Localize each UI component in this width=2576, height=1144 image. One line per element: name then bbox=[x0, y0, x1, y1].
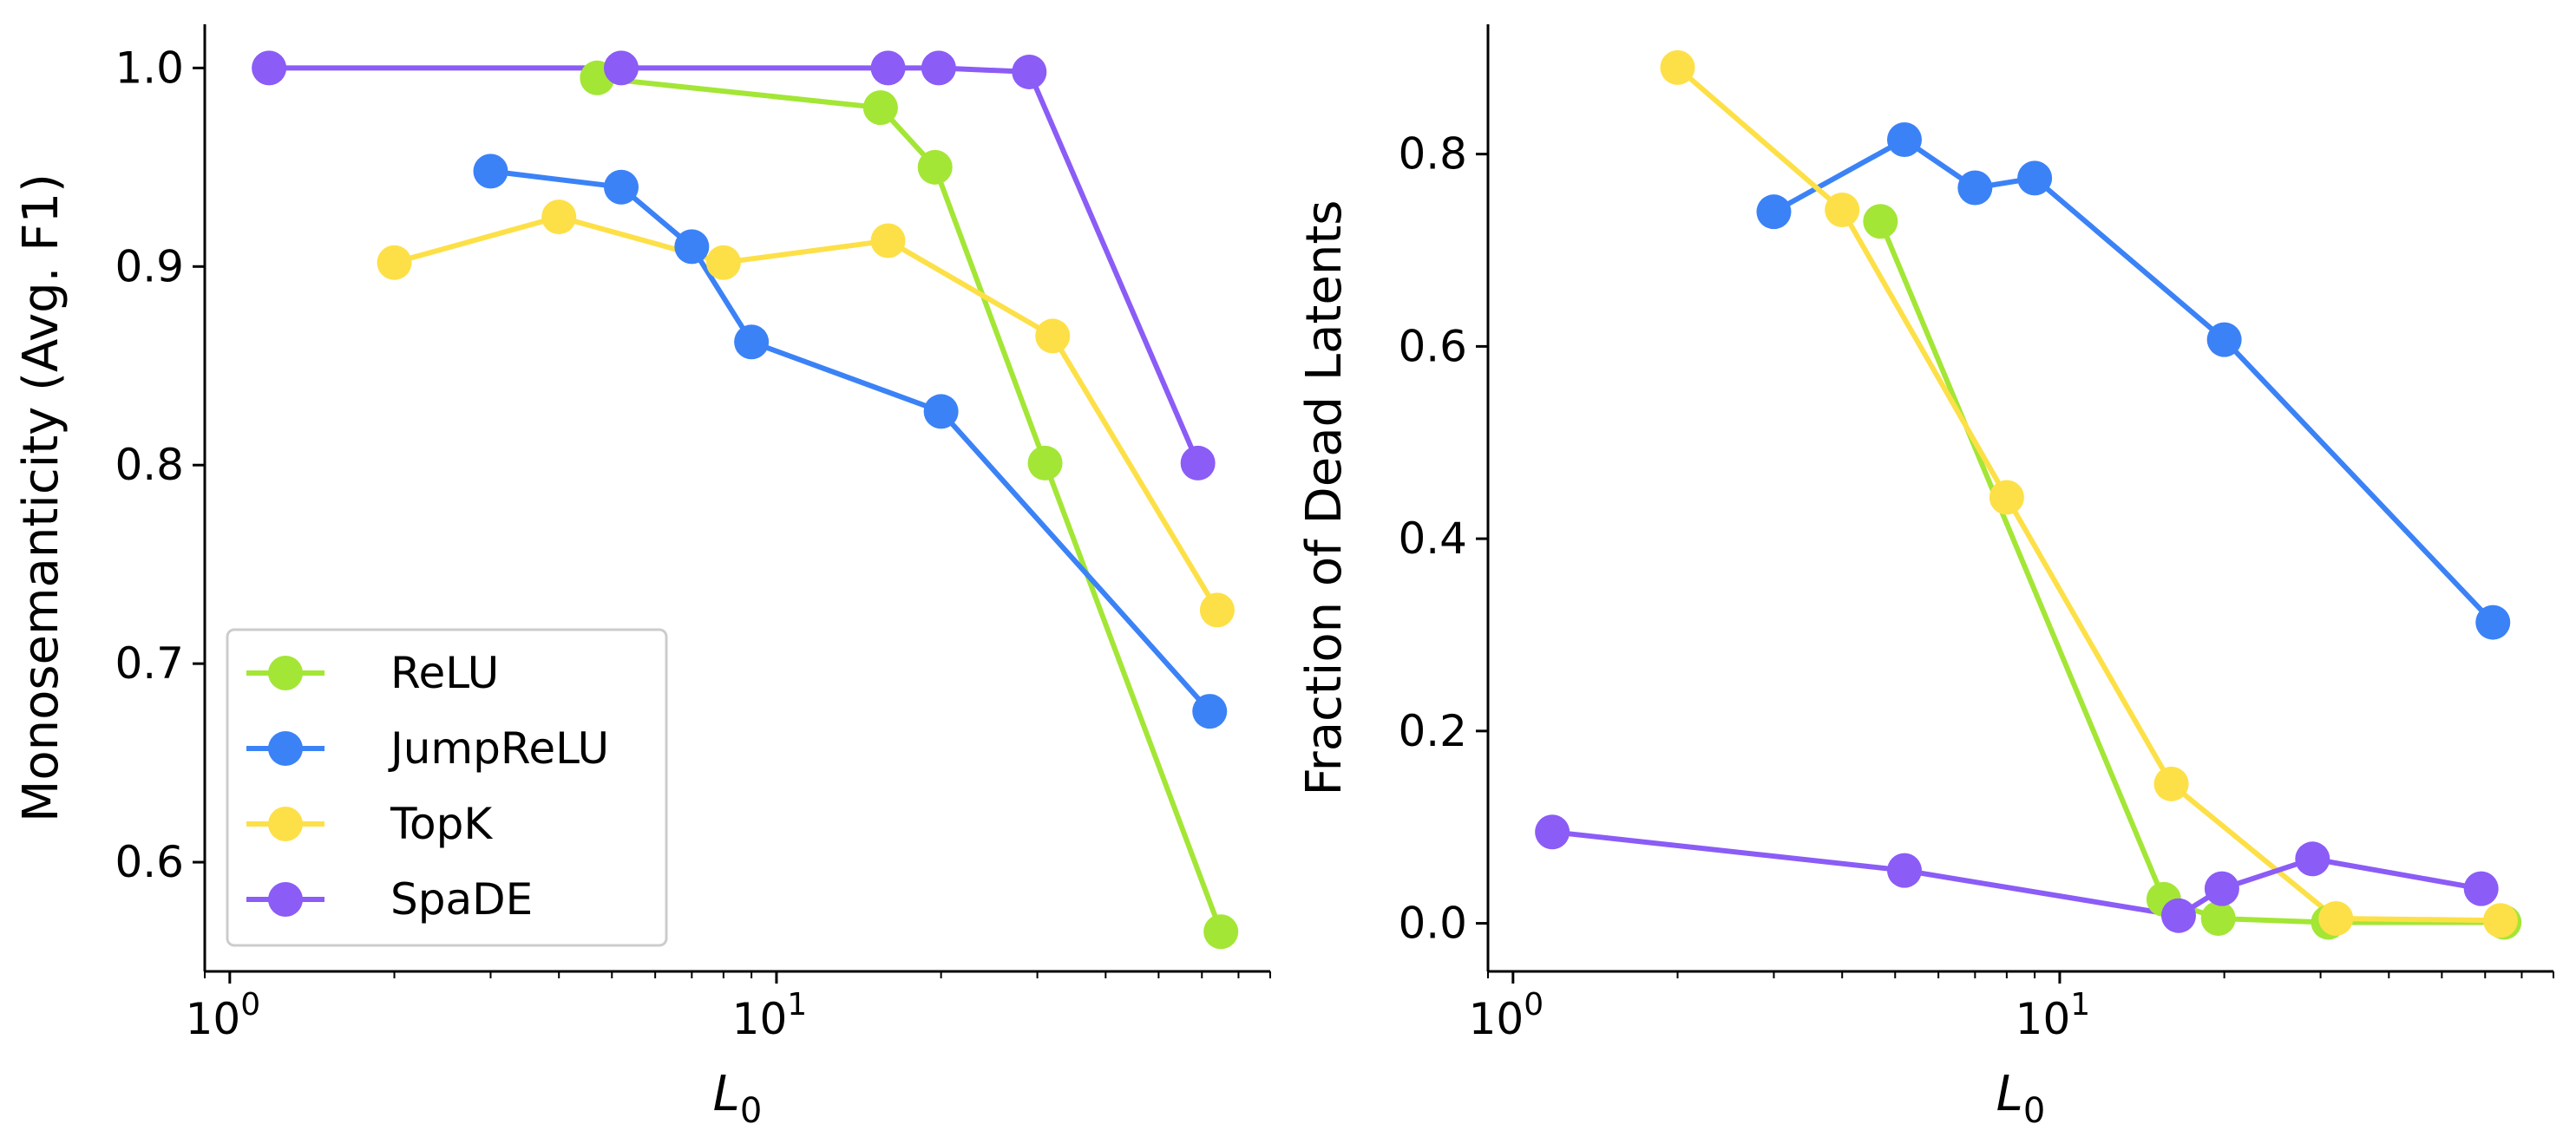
x-tick-label: 100 bbox=[186, 987, 261, 1044]
data-point-relu bbox=[862, 90, 898, 126]
legend-marker-jumprelu bbox=[268, 731, 303, 766]
data-point-spade bbox=[1886, 853, 1922, 888]
series-line-topk bbox=[393, 214, 1220, 611]
data-point-relu bbox=[1203, 914, 1239, 950]
legend-label-relu: ReLU bbox=[390, 648, 499, 698]
y-axis-label: Monosemanticity (Avg. F1) bbox=[13, 173, 69, 822]
data-point-relu bbox=[917, 149, 953, 185]
y-tick-label: 0.0 bbox=[1398, 899, 1467, 949]
legend-label-topk: TopK bbox=[390, 799, 493, 849]
legend-label-spade: SpaDE bbox=[390, 874, 533, 925]
data-point-jumprelu bbox=[1886, 122, 1922, 158]
legend: ReLU JumpReLU TopK SpaDE bbox=[226, 628, 668, 947]
data-point-topk bbox=[1199, 592, 1235, 628]
data-point-jumprelu bbox=[923, 394, 959, 429]
y-tick-label: 0.9 bbox=[115, 241, 184, 291]
data-point-jumprelu bbox=[473, 154, 508, 189]
y-tick-label: 0.6 bbox=[1398, 321, 1467, 371]
x-tick-label: 101 bbox=[732, 987, 808, 1044]
legend-label-jumprelu: JumpReLU bbox=[388, 723, 609, 774]
data-point-spade bbox=[870, 50, 906, 86]
data-point-spade bbox=[1535, 814, 1570, 850]
data-point-jumprelu bbox=[603, 169, 639, 205]
legend-box bbox=[226, 628, 668, 947]
data-point-spade bbox=[2463, 871, 2499, 906]
x-axis-label: L0 bbox=[713, 1066, 763, 1131]
data-point-spade bbox=[2295, 841, 2330, 877]
data-point-spade bbox=[1180, 445, 1216, 480]
legend-marker-topk bbox=[268, 807, 303, 841]
x-tick-label: 101 bbox=[2016, 987, 2091, 1044]
data-point-topk bbox=[2153, 766, 2189, 801]
data-point-spade bbox=[1012, 54, 1047, 89]
series-line-jumprelu bbox=[1773, 137, 2495, 624]
data-point-spade bbox=[2160, 898, 2196, 933]
y-tick-label: 0.2 bbox=[1398, 706, 1467, 756]
y-axis-label: Fraction of Dead Latents bbox=[1296, 200, 1353, 796]
data-point-topk bbox=[541, 199, 577, 235]
data-point-topk bbox=[1035, 318, 1071, 354]
data-point-topk bbox=[705, 245, 741, 280]
data-point-spade bbox=[252, 50, 287, 86]
legend-marker-spade bbox=[268, 882, 303, 917]
series-line-relu bbox=[596, 75, 1224, 933]
y-tick-label: 0.8 bbox=[1398, 129, 1467, 180]
y-tick-label: 0.4 bbox=[1398, 513, 1467, 564]
series-line-relu bbox=[1878, 220, 2505, 925]
y-tick-label: 1.0 bbox=[115, 42, 184, 93]
data-point-relu bbox=[1863, 204, 1898, 239]
data-point-jumprelu bbox=[1756, 194, 1792, 230]
x-tick-label: 100 bbox=[1469, 987, 1544, 1044]
data-point-spade bbox=[603, 50, 639, 86]
series-line-jumprelu bbox=[490, 168, 1212, 714]
series-line-spade bbox=[1551, 829, 2482, 918]
data-point-spade bbox=[921, 50, 956, 86]
data-point-jumprelu bbox=[1957, 170, 1993, 206]
data-point-spade bbox=[2204, 871, 2239, 906]
data-point-topk bbox=[2318, 901, 2354, 937]
data-point-jumprelu bbox=[2017, 160, 2053, 196]
data-point-jumprelu bbox=[2475, 605, 2511, 640]
dead-latents-panel: 100 101 0.0 0.2 0.4 0.6 0.8 L0 Fraction of Dead … bbox=[1296, 24, 2554, 1131]
data-point-relu bbox=[1027, 445, 1063, 480]
data-point-jumprelu bbox=[734, 324, 770, 360]
data-point-topk bbox=[1660, 49, 1695, 85]
series-line-topk bbox=[1675, 65, 2501, 924]
monosemanticity-panel: 100 101 0.6 0.7 0.8 0.9 1.0 L0 Monosemanticity (… bbox=[13, 24, 1271, 1131]
data-point-topk bbox=[870, 223, 906, 258]
y-tick-label: 0.6 bbox=[115, 837, 184, 887]
data-point-topk bbox=[377, 245, 412, 280]
data-point-topk bbox=[1989, 480, 2024, 515]
data-point-jumprelu bbox=[2206, 322, 2242, 357]
legend-marker-relu bbox=[268, 656, 303, 690]
data-point-topk bbox=[2482, 903, 2518, 938]
x-axis-label: L0 bbox=[1996, 1066, 2046, 1131]
data-point-topk bbox=[1825, 192, 1860, 227]
data-point-relu bbox=[2200, 901, 2236, 937]
y-tick-label: 0.7 bbox=[115, 638, 184, 689]
y-tick-label: 0.8 bbox=[115, 440, 184, 490]
data-point-jumprelu bbox=[674, 229, 710, 265]
series-line-spade bbox=[269, 65, 1201, 465]
data-point-jumprelu bbox=[1192, 694, 1228, 729]
